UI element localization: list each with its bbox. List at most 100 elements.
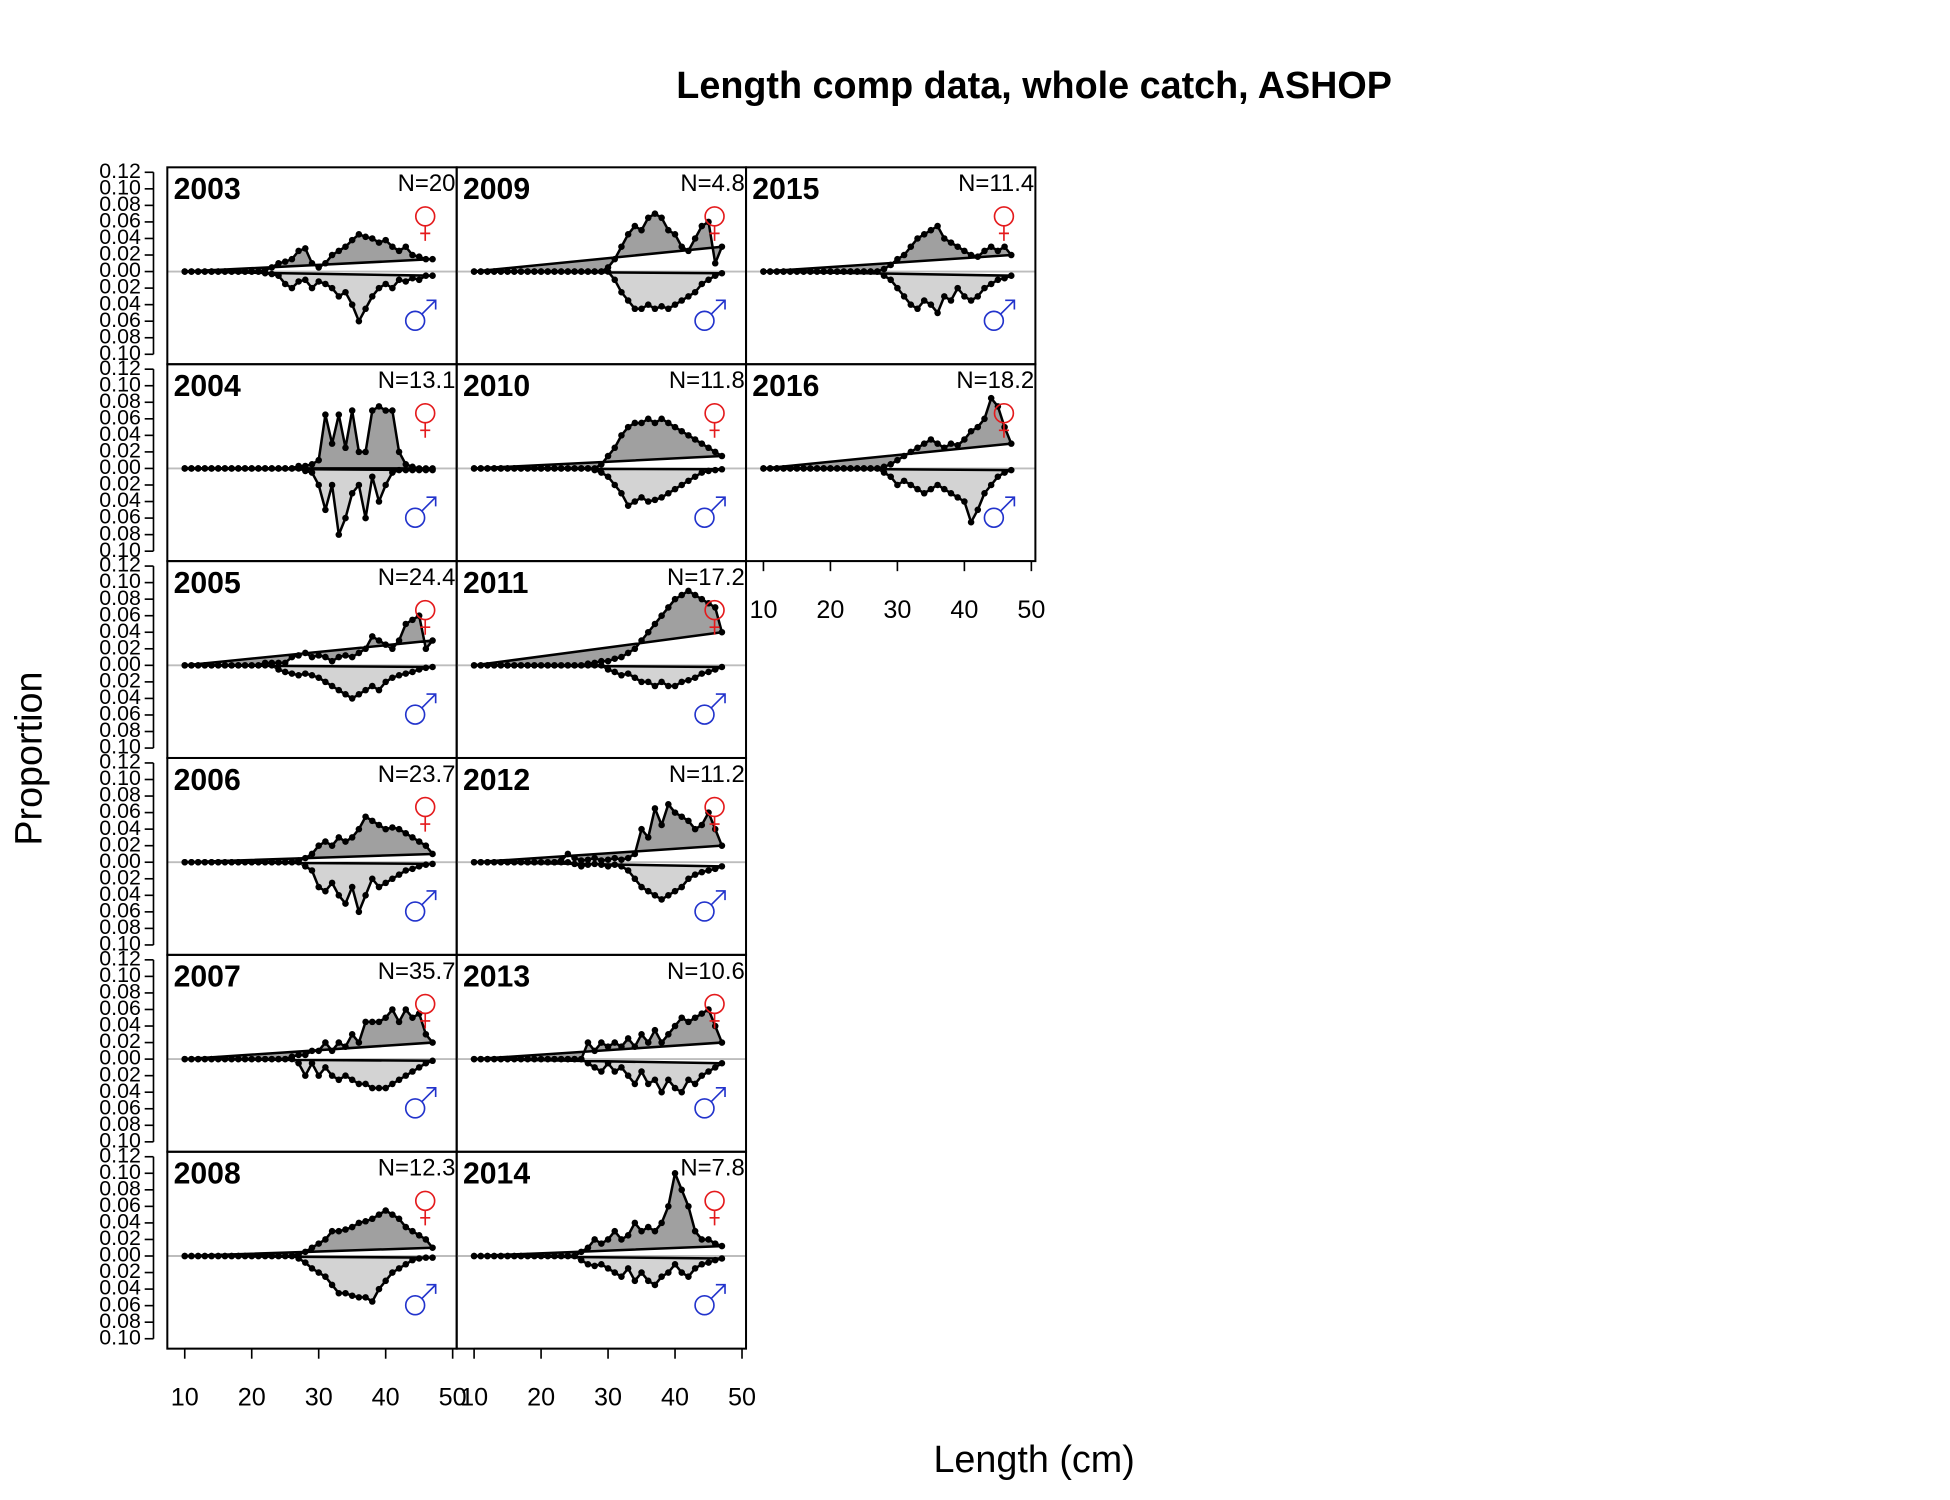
point bbox=[355, 691, 363, 698]
point bbox=[302, 1259, 309, 1266]
point bbox=[1008, 272, 1015, 279]
point bbox=[288, 1252, 296, 1260]
y-tick-label: 0.04 bbox=[99, 882, 141, 906]
point bbox=[409, 834, 416, 841]
point bbox=[981, 415, 988, 423]
y-tick-label: 0.04 bbox=[99, 1276, 141, 1300]
point bbox=[248, 662, 255, 669]
point bbox=[705, 1068, 712, 1075]
point bbox=[328, 440, 336, 447]
point bbox=[705, 1259, 712, 1266]
point bbox=[415, 253, 423, 260]
point bbox=[369, 235, 376, 242]
point bbox=[415, 1232, 423, 1239]
point bbox=[517, 1252, 525, 1260]
area bbox=[472, 589, 724, 667]
point bbox=[914, 305, 921, 313]
y-tick-label: 0.04 bbox=[99, 1013, 141, 1037]
y-tick-label: 0.10 bbox=[99, 538, 141, 562]
point bbox=[584, 861, 592, 868]
area bbox=[183, 467, 434, 536]
y-tick-label: 0.10 bbox=[99, 175, 141, 199]
point bbox=[537, 1252, 545, 1260]
point bbox=[638, 1227, 645, 1235]
point bbox=[604, 666, 612, 673]
x-tick-label: 40 bbox=[950, 596, 978, 624]
male-symbol bbox=[694, 1294, 715, 1316]
female-symbol bbox=[414, 403, 436, 424]
point bbox=[847, 268, 854, 275]
y-tick-label: 0.10 bbox=[99, 766, 141, 790]
point bbox=[813, 465, 821, 472]
point bbox=[644, 498, 652, 505]
point bbox=[288, 1055, 296, 1063]
point bbox=[422, 664, 430, 672]
point bbox=[422, 272, 430, 279]
area bbox=[183, 815, 434, 864]
point bbox=[335, 834, 343, 841]
point bbox=[302, 1051, 309, 1059]
panel-annotation: N=11.4 bbox=[958, 170, 1034, 197]
point bbox=[235, 858, 242, 866]
point bbox=[497, 1252, 505, 1260]
point bbox=[362, 514, 369, 522]
point bbox=[711, 604, 719, 611]
point bbox=[698, 595, 706, 603]
area bbox=[183, 405, 434, 470]
point bbox=[201, 662, 209, 669]
point bbox=[477, 858, 485, 866]
point bbox=[833, 465, 841, 472]
point bbox=[537, 465, 545, 472]
point bbox=[288, 255, 296, 263]
point bbox=[718, 452, 726, 460]
point bbox=[584, 465, 592, 472]
y-tick-label: 0.00 bbox=[99, 1243, 141, 1267]
point bbox=[591, 854, 598, 862]
y-tick-label: 0.02 bbox=[99, 472, 141, 496]
y-tick-label: 0.08 bbox=[99, 1309, 141, 1333]
point bbox=[355, 231, 363, 238]
point bbox=[591, 860, 598, 868]
point bbox=[221, 1252, 229, 1260]
point bbox=[382, 879, 389, 887]
point bbox=[504, 1055, 511, 1063]
point bbox=[308, 1244, 316, 1251]
panel-annotation: N=11.2 bbox=[669, 761, 745, 788]
panel-annotation: N=24.4 bbox=[378, 564, 456, 591]
point bbox=[671, 231, 679, 238]
point bbox=[624, 502, 632, 509]
point bbox=[201, 268, 209, 275]
point bbox=[678, 481, 686, 489]
male-symbol bbox=[983, 310, 1005, 332]
point bbox=[577, 465, 585, 472]
male-symbol bbox=[421, 299, 437, 315]
point bbox=[504, 1252, 511, 1260]
point bbox=[718, 1255, 726, 1262]
point bbox=[328, 1047, 336, 1055]
panel-label: 2016 bbox=[752, 370, 819, 403]
point bbox=[631, 222, 639, 230]
area bbox=[472, 270, 724, 311]
point bbox=[395, 871, 403, 878]
point bbox=[974, 293, 982, 300]
point bbox=[335, 1289, 343, 1297]
point bbox=[335, 411, 343, 418]
point bbox=[678, 678, 686, 686]
point bbox=[678, 1088, 686, 1096]
point bbox=[531, 858, 538, 866]
area bbox=[183, 860, 434, 914]
point bbox=[658, 896, 665, 903]
point bbox=[604, 1265, 612, 1272]
point bbox=[355, 908, 363, 916]
y-tick-label: 0.02 bbox=[99, 242, 141, 266]
point bbox=[308, 469, 316, 476]
point bbox=[511, 662, 518, 669]
y-tick-label: 0.02 bbox=[99, 635, 141, 659]
point bbox=[860, 465, 868, 472]
point bbox=[651, 805, 659, 812]
point bbox=[631, 1219, 639, 1227]
point bbox=[584, 268, 592, 275]
y-tick-label: 0.00 bbox=[99, 258, 141, 282]
point bbox=[671, 485, 679, 493]
point bbox=[564, 1055, 572, 1063]
